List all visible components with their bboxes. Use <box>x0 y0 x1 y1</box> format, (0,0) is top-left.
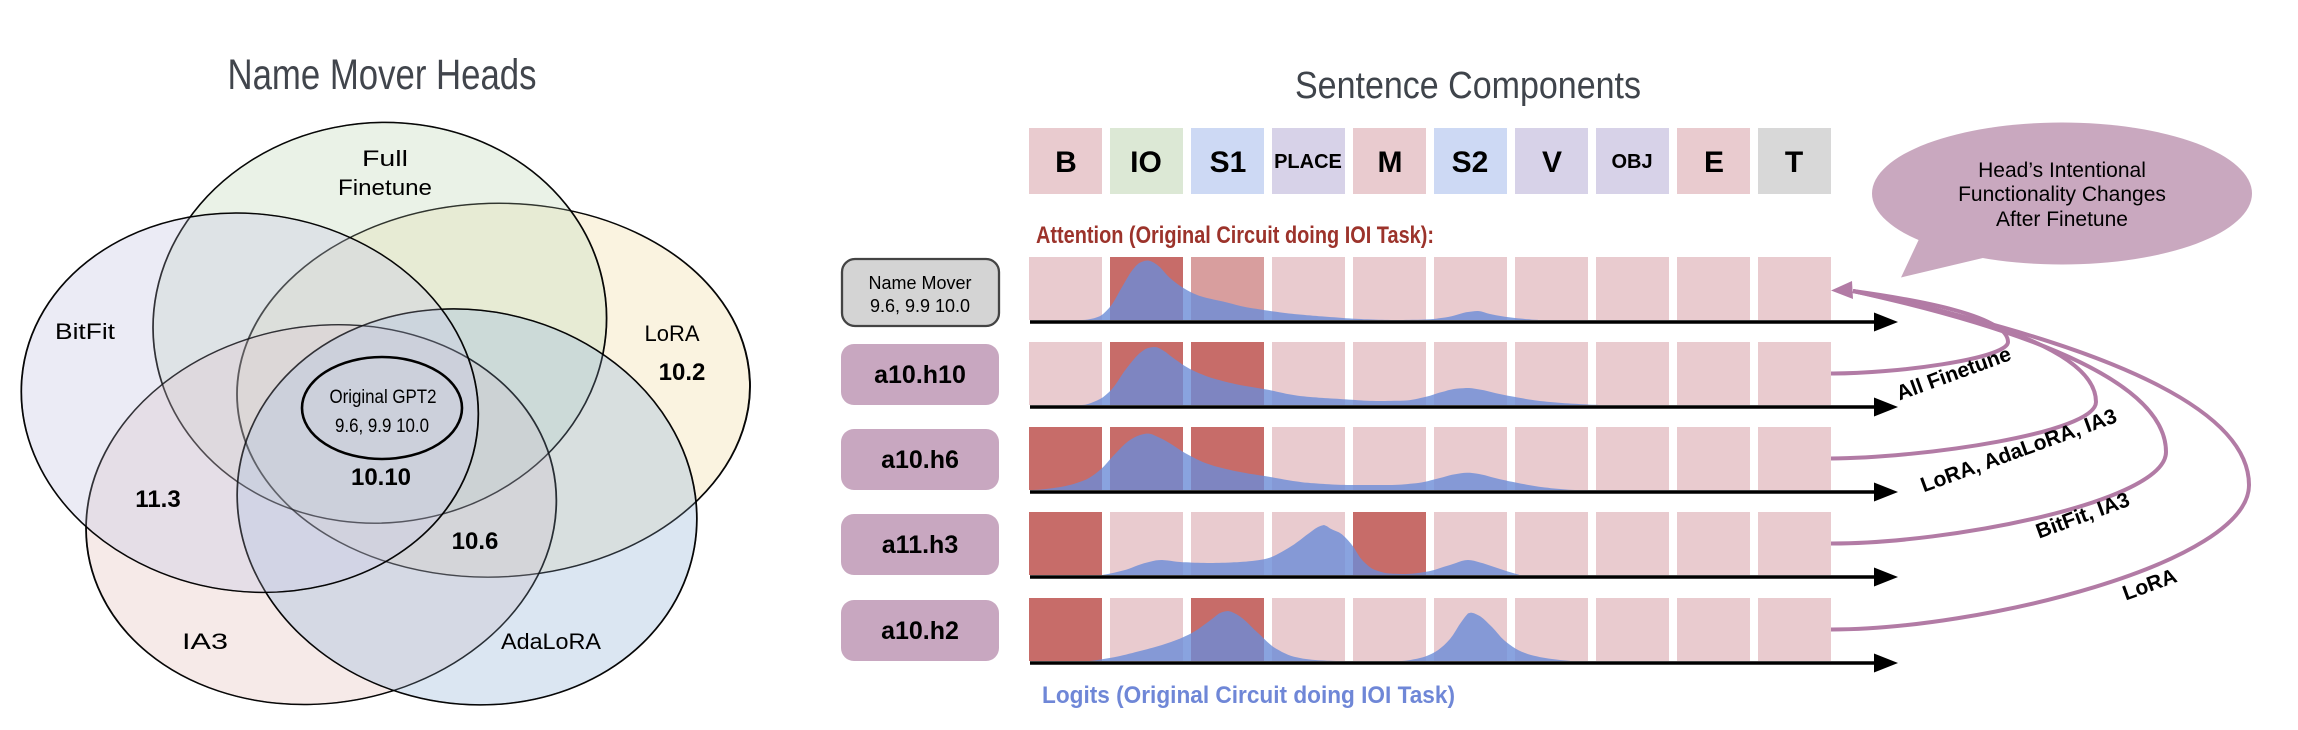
svg-text:Sentence Components: Sentence Components <box>1295 65 1641 107</box>
svg-text:a11.h3: a11.h3 <box>882 531 958 559</box>
svg-text:Full: Full <box>362 146 408 171</box>
svg-text:Logits (Original Circuit doing: Logits (Original Circuit doing IOI Task) <box>1042 682 1455 709</box>
svg-text:BitFit: BitFit <box>55 319 115 344</box>
svg-text:11.3: 11.3 <box>135 486 180 513</box>
svg-text:S1: S1 <box>1210 146 1247 179</box>
svg-text:AdaLoRA: AdaLoRA <box>501 629 601 654</box>
svg-text:9.6, 9.9 10.0: 9.6, 9.9 10.0 <box>335 416 429 437</box>
svg-text:Name Mover Heads: Name Mover Heads <box>228 51 537 99</box>
svg-text:T: T <box>1785 146 1803 179</box>
svg-text:Head’s Intentional: Head’s Intentional <box>1978 159 2146 182</box>
svg-text:Finetune: Finetune <box>338 175 432 200</box>
svg-text:B: B <box>1055 146 1077 179</box>
svg-text:a10.h10: a10.h10 <box>874 361 966 389</box>
svg-text:OBJ: OBJ <box>1611 151 1652 173</box>
svg-text:a10.h2: a10.h2 <box>881 617 959 645</box>
svg-text:10.2: 10.2 <box>659 359 706 386</box>
svg-text:Original GPT2: Original GPT2 <box>330 387 437 408</box>
svg-text:Attention (Original Circuit do: Attention (Original Circuit doing IOI Ta… <box>1036 222 1434 249</box>
svg-text:LoRA: LoRA <box>645 321 700 346</box>
svg-text:10.6: 10.6 <box>452 528 499 555</box>
svg-text:Name Mover: Name Mover <box>868 273 971 293</box>
svg-text:10.10: 10.10 <box>351 464 411 491</box>
svg-text:E: E <box>1704 146 1724 179</box>
svg-text:S2: S2 <box>1452 146 1489 179</box>
svg-text:Functionality Changes: Functionality Changes <box>1958 183 2166 206</box>
svg-text:After Finetune: After Finetune <box>1996 208 2128 231</box>
svg-text:IO: IO <box>1130 146 1162 179</box>
svg-text:IA3: IA3 <box>182 629 228 654</box>
svg-text:M: M <box>1378 146 1403 179</box>
svg-text:V: V <box>1542 146 1562 179</box>
svg-text:a10.h6: a10.h6 <box>881 446 959 474</box>
svg-text:PLACE: PLACE <box>1274 151 1342 173</box>
svg-text:9.6, 9.9 10.0: 9.6, 9.9 10.0 <box>870 296 970 316</box>
